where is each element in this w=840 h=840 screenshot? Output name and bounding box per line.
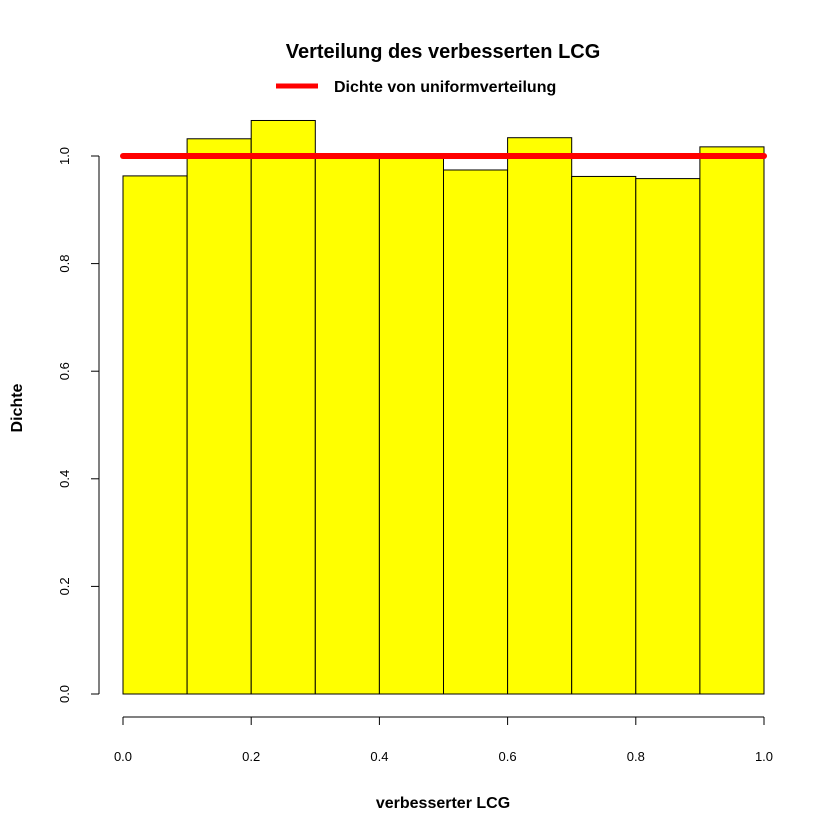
x-tick-label: 0.4 bbox=[370, 749, 388, 764]
legend: Dichte von uniformverteilung bbox=[276, 79, 556, 96]
y-tick-label: 0.4 bbox=[57, 470, 72, 488]
y-tick-label: 1.0 bbox=[57, 147, 72, 165]
histogram-bar bbox=[314, 155, 380, 695]
histogram-bar bbox=[699, 146, 765, 695]
histogram-bar bbox=[635, 178, 701, 695]
histogram-bar bbox=[443, 169, 509, 695]
histogram-bar bbox=[250, 119, 316, 695]
y-axis-label: Dichte bbox=[9, 383, 26, 432]
y-tick-label: 0.8 bbox=[57, 255, 72, 273]
x-tick-label: 0.8 bbox=[627, 749, 645, 764]
x-axis-label: verbesserter LCG bbox=[376, 795, 510, 812]
x-axis: 0.0 0.2 0.4 0.6 0.8 1.0 bbox=[114, 716, 773, 764]
x-tick-label: 1.0 bbox=[755, 749, 773, 764]
histogram-bar bbox=[378, 155, 444, 695]
y-tick-label: 0.0 bbox=[57, 685, 72, 703]
x-tick-label: 0.2 bbox=[242, 749, 260, 764]
y-tick-label: 0.6 bbox=[57, 362, 72, 380]
histogram-bar bbox=[571, 175, 637, 695]
chart-title: Verteilung des verbesserten LCG bbox=[286, 41, 601, 63]
x-tick-label: 0.6 bbox=[499, 749, 517, 764]
histogram-bar bbox=[122, 175, 188, 695]
x-tick-label: 0.0 bbox=[114, 749, 132, 764]
legend-label: Dichte von uniformverteilung bbox=[334, 79, 556, 96]
histogram-bar bbox=[507, 137, 573, 695]
bars bbox=[122, 119, 765, 695]
histogram-bar bbox=[186, 138, 252, 695]
y-tick-label: 0.2 bbox=[57, 577, 72, 595]
y-axis: 0.0 0.2 0.4 0.6 0.8 1.0 bbox=[57, 147, 100, 703]
